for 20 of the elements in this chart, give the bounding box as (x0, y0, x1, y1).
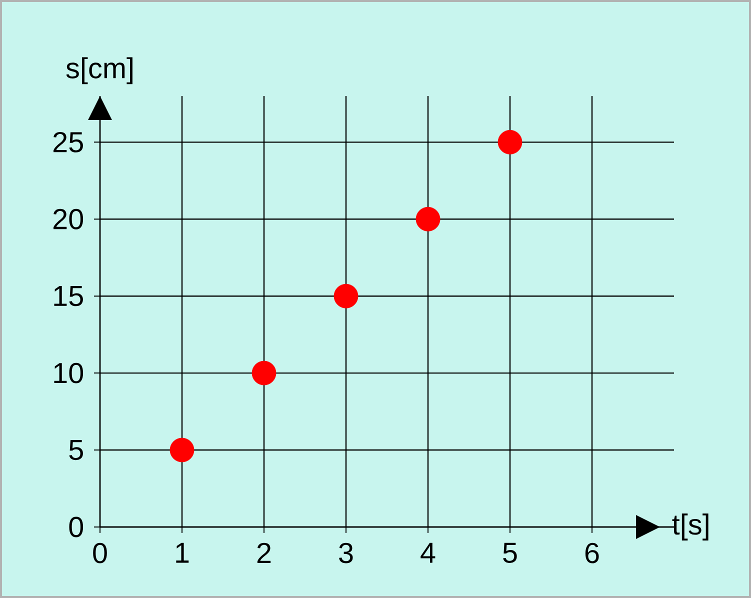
point (498, 130, 522, 154)
y-tick-label: 10 (54, 362, 84, 384)
x-tick-label: 1 (176, 542, 189, 563)
y-tick-label: 15 (54, 286, 83, 306)
x-tick-label: 3 (339, 542, 353, 564)
x-axis-title: t[s] (672, 514, 708, 540)
y-axis-title: s[cm] (66, 57, 132, 84)
x-tick-label: 6 (585, 542, 599, 564)
y-tick-label: 20 (53, 208, 84, 230)
point (334, 284, 358, 308)
y-tick-label: 0 (69, 516, 84, 538)
point (416, 206, 440, 232)
y-tick-label: 5 (69, 440, 83, 460)
point (170, 438, 194, 462)
x-tick-label: 5 (503, 542, 517, 563)
point (252, 360, 276, 386)
y-tick-label: 25 (53, 132, 83, 152)
x-tick-label: 4 (420, 542, 436, 563)
x-tick-label: 2 (257, 542, 271, 563)
x-tick-label: 0 (93, 542, 107, 564)
